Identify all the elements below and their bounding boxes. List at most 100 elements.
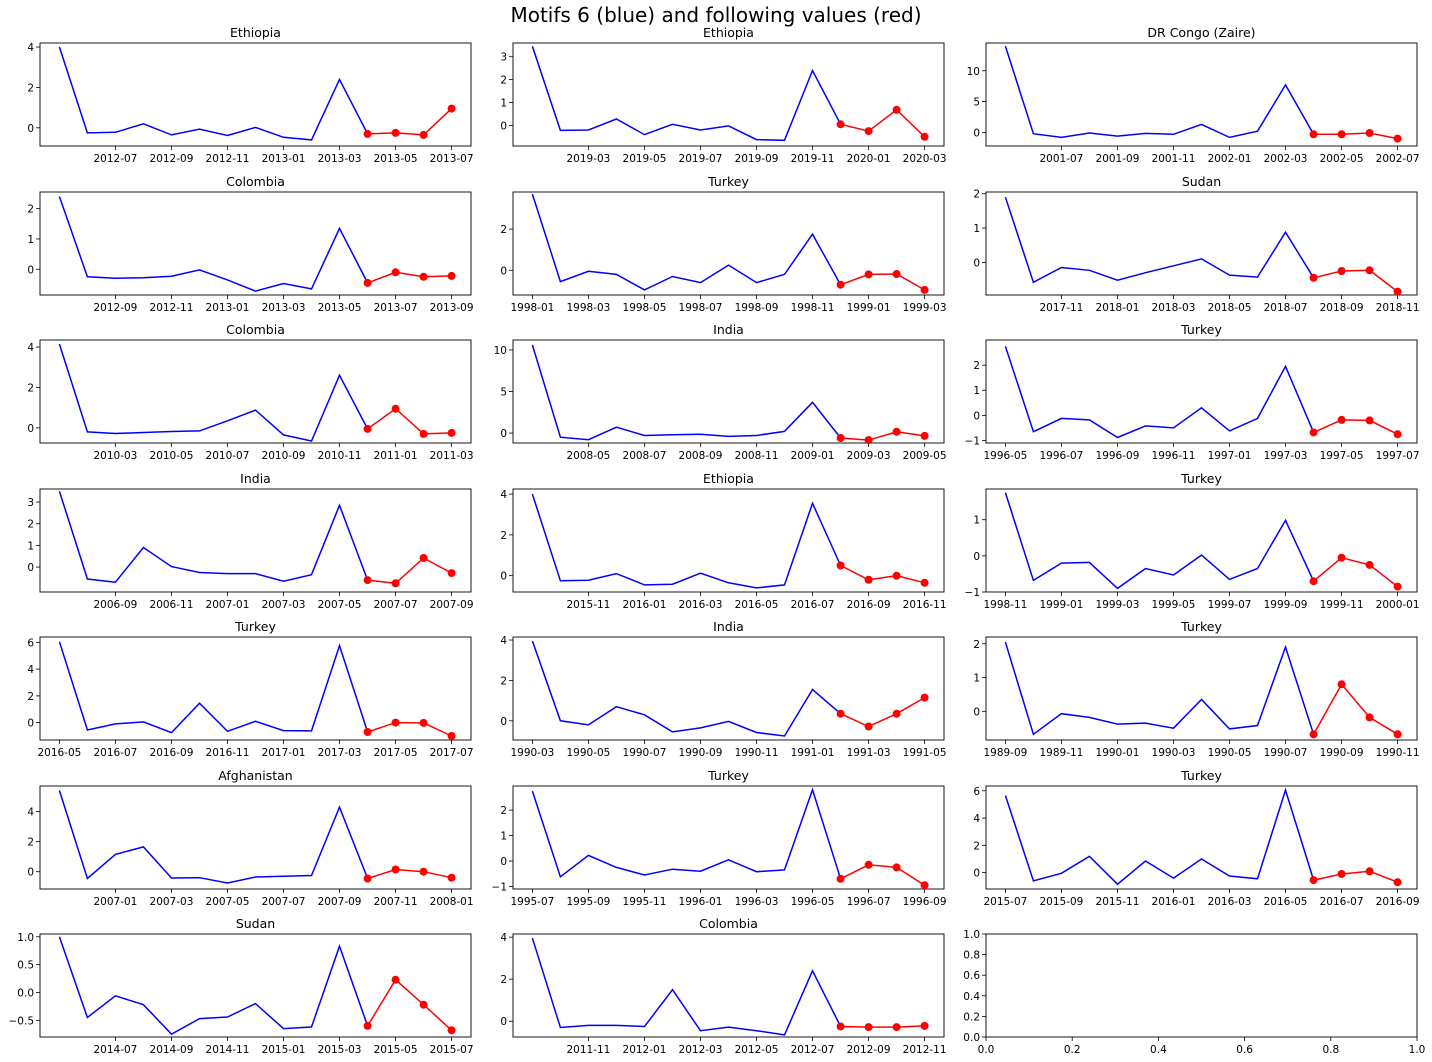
following-point [419,272,428,281]
following-line [367,108,453,136]
x-tick-label: 2017-11 [1039,302,1083,314]
x-tick-label: 2007-03 [150,896,194,908]
x-tick-label: 1998-05 [623,302,667,314]
subplot-title: Ethiopia [703,471,754,486]
x-tick-label: 2012-01 [623,1044,667,1056]
x-tick-label: 2016-01 [1152,896,1196,908]
following-line [1313,269,1399,293]
x-tick-label: 1999-07 [1208,599,1252,611]
x-tick-label: 1.0 [1409,1044,1426,1056]
x-tick-label: 1991-03 [847,747,891,759]
following-point [920,1021,929,1030]
following-point [419,867,428,876]
subplot-title: Colombia [699,916,758,931]
y-tick-label: 0 [500,571,507,583]
x-tick-label: 2006-09 [93,599,137,611]
x-tick-label: 1995-11 [623,896,667,908]
x-tick-label: 2014-11 [206,1044,250,1056]
x-tick-label: 1999-11 [1320,599,1364,611]
x-tick-label: 1999-09 [1264,599,1308,611]
x-tick-label: 2018-03 [1152,302,1196,314]
subplot: Colombia 0 2 4 2010-03 2010-05 2010-07 2010-09 2… [27,322,473,462]
y-tick-label: 4 [27,807,34,819]
x-tick-label: 1990-05 [1208,747,1252,759]
x-tick-label: 1997-03 [1264,450,1308,462]
subplot-title: Turkey [1180,768,1222,783]
subplot-title: Colombia [226,174,285,189]
x-tick-label: 2008-01 [430,896,474,908]
y-tick-label: 2 [973,189,980,201]
following-point [419,718,428,727]
following-line [1313,419,1398,435]
following-point [419,1000,428,1009]
x-tick-label: 1999-01 [847,302,891,314]
subplot: Ethiopia 0 2 4 2012-07 2012-09 2012-11 2013-01 2… [27,25,473,165]
x-tick-label: 1989-11 [1039,747,1083,759]
y-tick-label: 5 [500,387,507,399]
y-tick-label: 0 [500,856,507,868]
x-tick-label: 0.4 [1150,1044,1167,1056]
subplot-title: India [713,322,744,337]
x-tick-label: 2012-07 [93,153,137,165]
x-tick-label: 0.2 [1064,1044,1081,1056]
x-tick-label: 2016-05 [37,747,81,759]
x-tick-label: 2016-11 [206,747,250,759]
x-tick-label: 2001-07 [1039,153,1083,165]
x-tick-label: 2011-11 [566,1044,610,1056]
y-tick-label: 0.6 [963,970,980,982]
y-tick-label: 0 [500,716,507,728]
following-point [920,431,929,440]
following-point [1365,129,1374,137]
following-point [419,554,428,562]
following-point [1393,878,1402,887]
y-tick-label: 0 [973,551,980,563]
x-tick-label: 2007-03 [262,599,306,611]
following-line [1313,556,1399,588]
x-tick-label: 1991-01 [791,747,835,759]
x-tick-label: 2007-05 [206,896,250,908]
x-tick-label: 1990-03 [510,747,554,759]
motif-line [531,787,842,880]
y-tick-label: 1.0 [963,929,980,941]
x-tick-label: 1998-09 [735,302,779,314]
x-tick-label: 2015-11 [566,599,610,611]
following-point [419,429,428,438]
x-tick-label: 2016-07 [93,747,137,759]
x-tick-label: 2011-03 [430,450,474,462]
subplot: Afghanistan 0 2 4 2007-01 2007-03 2007-05 2007-… [27,768,473,908]
subplot: India 0 5 10 2008-05 2008-07 2008-09 2008-11 200… [494,322,947,462]
x-tick-label: 2013-03 [262,302,306,314]
axes-frame [985,488,1418,593]
following-point [892,863,901,872]
x-tick-label: 2012-07 [791,1044,835,1056]
y-tick-label: 4 [27,42,34,54]
motif-line [531,937,842,1036]
subplot-title: Ethiopia [230,25,281,40]
x-tick-label: 2012-05 [735,1044,779,1056]
x-tick-label: 2009-05 [903,450,947,462]
following-line [367,557,452,585]
x-tick-label: 2010-11 [318,450,362,462]
subplot-title: Colombia [226,322,285,337]
motif-line [58,641,369,734]
subplot-title: Turkey [707,174,749,189]
subplot: DR Congo (Zaire) 0 5 10 2001-07 2001-09 2001-1… [967,25,1420,165]
y-tick-label: 2 [973,639,980,651]
following-point [920,132,929,141]
x-tick-label: 1995-09 [566,896,610,908]
x-tick-label: 2002-03 [1264,153,1308,165]
x-tick-label: 2017-07 [430,747,474,759]
following-point [1309,130,1318,139]
y-tick-label: 0 [973,706,980,718]
following-point [391,718,400,727]
following-point [920,285,929,294]
axes-frame [39,636,472,741]
axes-frame [985,636,1418,741]
x-tick-label: 2014-07 [93,1044,137,1056]
following-point [892,1023,901,1032]
following-point [1337,680,1346,689]
x-tick-label: 1999-05 [1152,599,1196,611]
y-tick-label: 2 [500,224,507,236]
x-tick-label: 2013-03 [318,153,362,165]
y-tick-label: 5 [973,97,980,109]
